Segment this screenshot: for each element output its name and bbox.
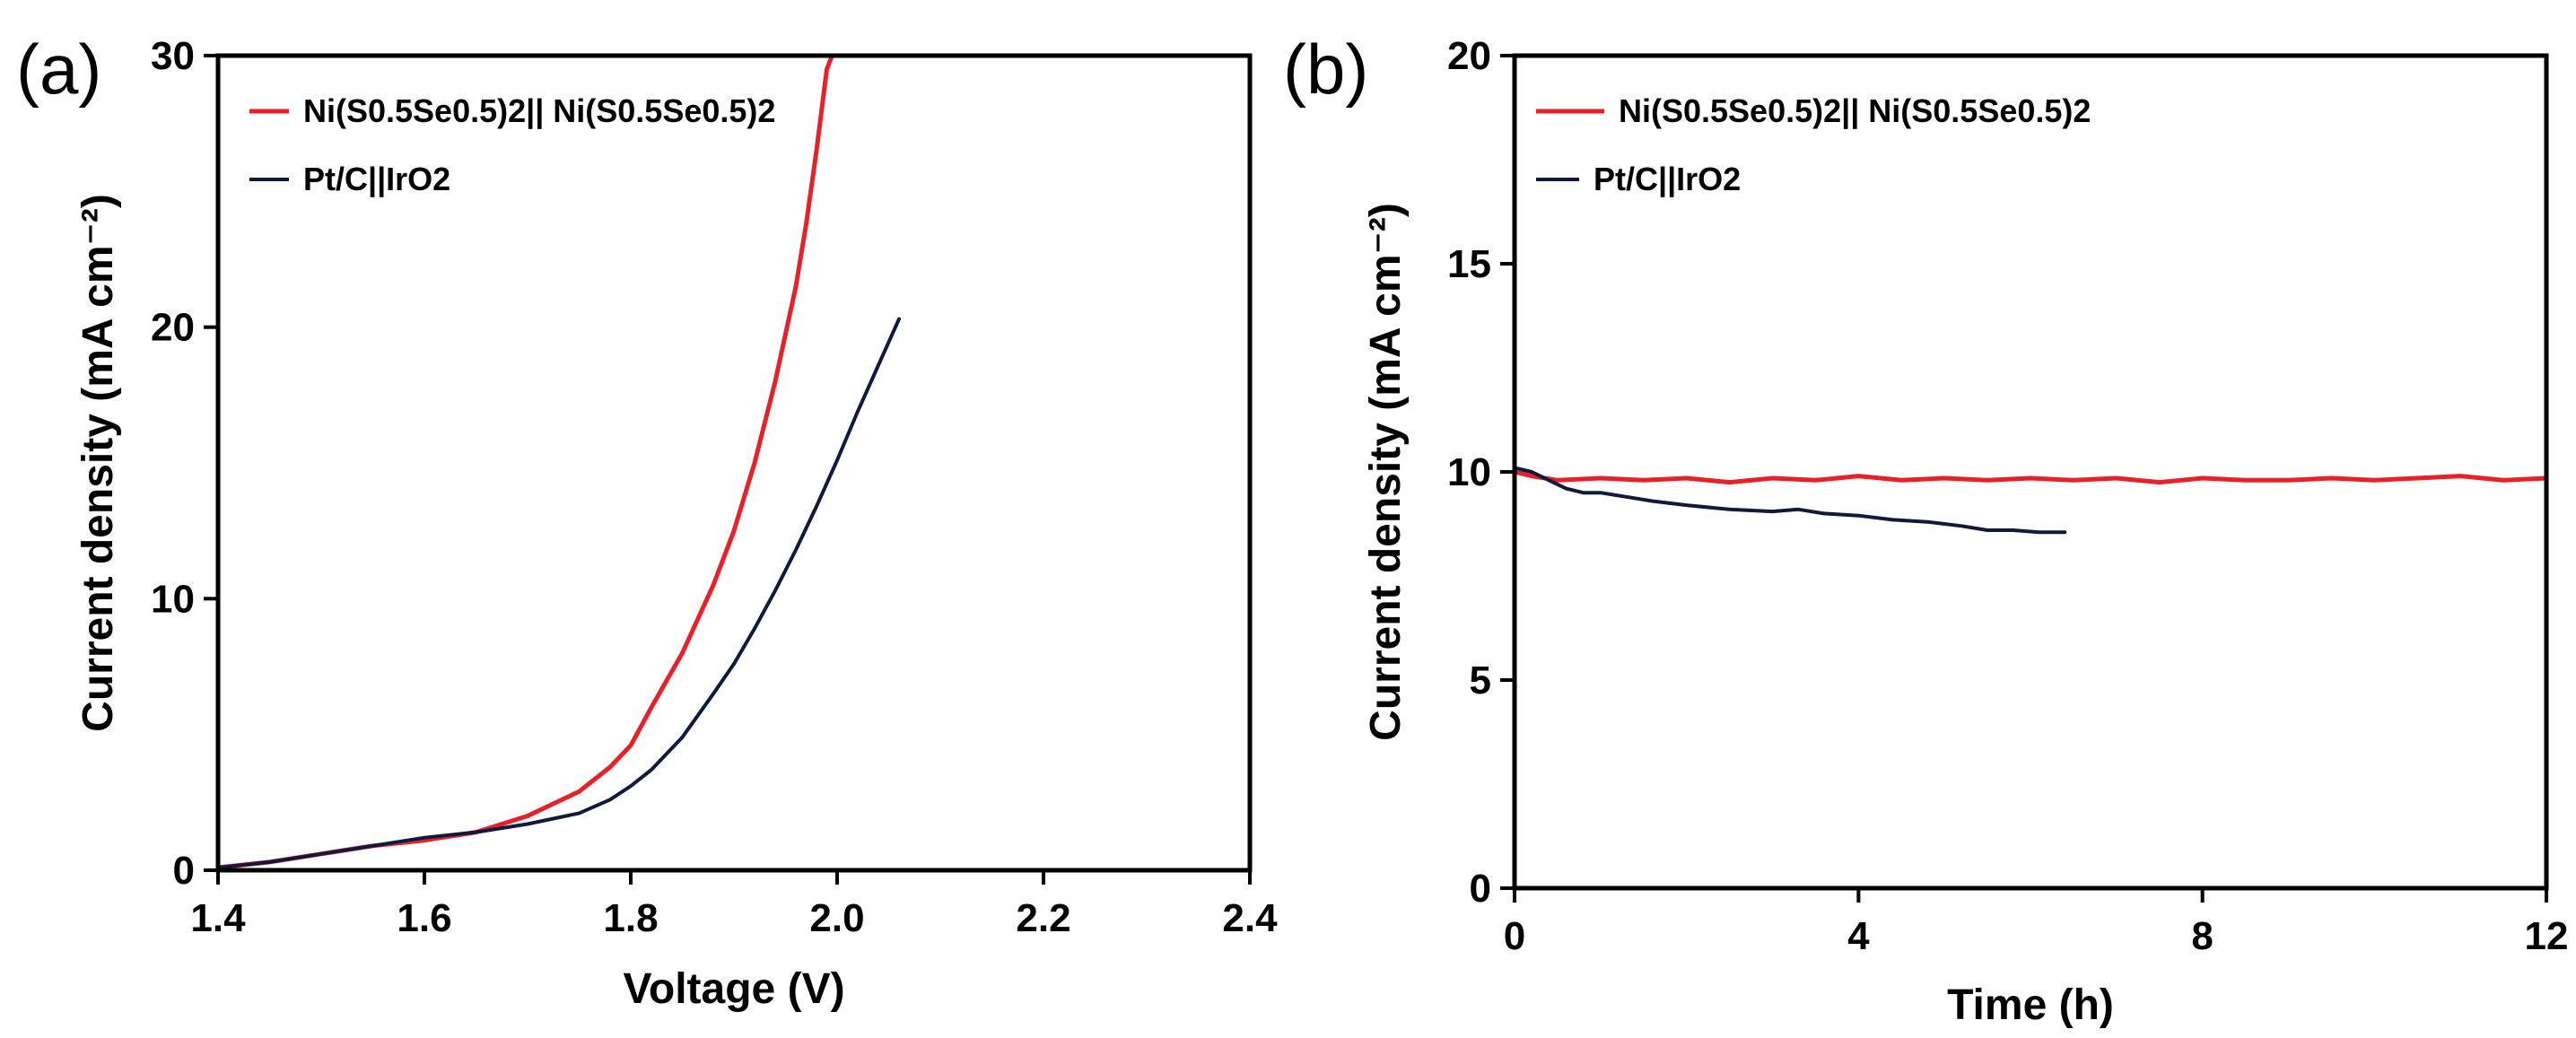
panel-b-y-tick-label: 0 (1470, 867, 1491, 911)
panel-a-y-tick-label: 10 (151, 577, 195, 621)
panel-a-legend-label-2: Pt/C||IrO2 (303, 161, 450, 198)
panel-a-x-tick-label: 2.4 (1222, 896, 1278, 940)
panel-b-series-nisse-line (1512, 469, 2549, 485)
panel-a-ticks: 1.4 1.6 1.8 2.0 2.2 2.4 0 10 20 30 (151, 34, 1278, 940)
panel-b-ticks: 0 4 8 12 0 5 10 15 20 (1447, 34, 2568, 958)
panel-a-x-tick-label: 2.2 (1016, 896, 1070, 940)
panel-b-x-tick-label: 8 (2191, 914, 2213, 958)
panel-a-plot-area (215, 53, 901, 870)
panel-b-x-tick-label: 4 (1847, 914, 1870, 958)
panel-a-y-tick-label: 30 (151, 34, 195, 78)
panel-a: (a) 1.4 1.6 1.8 2.0 2.2 2.4 0 10 20 30 Voltage (V… (16, 30, 1278, 1013)
panel-b-y-axis-title: Current density (mA cm⁻²) (1362, 203, 1410, 741)
panel-b-x-tick-label: 0 (1504, 914, 1525, 958)
panel-a-x-tick-label: 1.6 (397, 896, 451, 940)
panel-a-y-tick-label: 20 (151, 306, 195, 350)
panel-b-plot-area (1512, 466, 2549, 535)
panel-b-y-tick-label: 5 (1470, 659, 1491, 702)
panel-a-y-axis-title: Current density (mA cm⁻²) (74, 194, 122, 732)
panel-a-series-ptc-iro2-line (216, 317, 901, 869)
panel-b-y-tick-label: 20 (1447, 34, 1491, 78)
panel-a-x-tick-label: 1.8 (603, 896, 658, 940)
panel-b-series-ptc-iro2-line (1513, 466, 2067, 535)
panel-a-legend-label-1: Ni(S0.5Se0.5)2|| Ni(S0.5Se0.5)2 (303, 92, 775, 130)
panel-b-letter: (b) (1283, 30, 1368, 109)
panel-a-frame (215, 53, 1253, 873)
panel-b: (b) 0 4 8 12 0 5 10 15 20 Time (h) Current densi… (1283, 30, 2568, 1029)
panel-b-x-axis-title: Time (h) (1947, 981, 2114, 1029)
panel-b-x-tick-label: 12 (2525, 914, 2569, 958)
panel-b-y-tick-label: 10 (1447, 450, 1491, 494)
panel-a-x-tick-label: 1.4 (190, 896, 246, 940)
panel-a-x-tick-label: 2.0 (809, 896, 864, 940)
panel-a-y-tick-label: 0 (173, 849, 195, 893)
panel-b-legend-label-2: Pt/C||IrO2 (1594, 161, 1741, 198)
panel-a-legend: Ni(S0.5Se0.5)2|| Ni(S0.5Se0.5)2 Pt/C||Ir… (249, 92, 775, 198)
panel-a-x-axis-title: Voltage (V) (623, 965, 844, 1013)
panel-b-legend-label-1: Ni(S0.5Se0.5)2|| Ni(S0.5Se0.5)2 (1619, 92, 2091, 130)
panel-b-legend: Ni(S0.5Se0.5)2|| Ni(S0.5Se0.5)2 Pt/C||Ir… (1536, 92, 2091, 198)
panel-b-y-tick-label: 15 (1447, 242, 1491, 286)
panel-a-letter: (a) (16, 30, 101, 109)
